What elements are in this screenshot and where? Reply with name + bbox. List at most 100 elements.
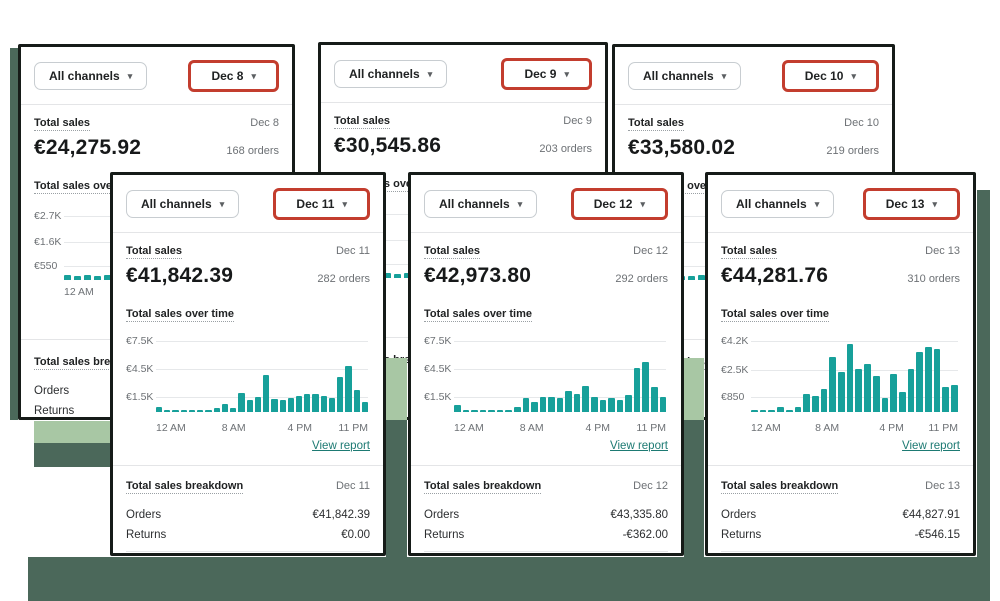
date-button[interactable]: Dec 8 ▾ — [191, 63, 276, 89]
breakdown-row: Orders €41,842.39 — [126, 505, 370, 525]
divider — [615, 104, 892, 105]
divider — [21, 104, 292, 105]
x-axis-label: 12 AM — [64, 286, 94, 298]
view-report-link[interactable]: View report — [902, 440, 960, 452]
chevron-down-icon: ▾ — [814, 198, 820, 209]
x-axis-label: 4 PM — [287, 422, 312, 434]
total-sales-label: Total sales — [424, 245, 481, 259]
bar — [759, 410, 767, 412]
bar — [84, 275, 91, 280]
orders-count: 203 orders — [539, 143, 592, 155]
bar — [925, 347, 932, 412]
all-channels-label: All channels — [349, 67, 420, 81]
date-button[interactable]: Dec 10 ▾ — [784, 63, 876, 89]
all-channels-button[interactable]: All channels ▾ — [34, 62, 148, 90]
chevron-down-icon: ▾ — [342, 198, 347, 209]
date-button-label: Dec 12 — [593, 197, 633, 211]
bar — [768, 410, 776, 412]
bar — [263, 375, 270, 412]
card-header: All channels ▾ Dec 11 ▾ — [126, 188, 370, 220]
x-axis-label: 12 AM — [454, 422, 484, 434]
shadow-bottom-band — [28, 557, 990, 601]
divider — [321, 102, 605, 103]
breakdown-row: Returns -€362.00 — [424, 525, 668, 545]
date-button[interactable]: Dec 9 ▾ — [504, 61, 589, 87]
bar — [933, 348, 941, 412]
bar — [582, 385, 589, 412]
row-value: €44,827.91 — [902, 509, 960, 521]
bar — [650, 386, 658, 412]
bar — [513, 407, 521, 412]
card-header: All channels ▾ Dec 10 ▾ — [628, 60, 879, 92]
date-button-highlight: Dec 12 ▾ — [570, 188, 668, 220]
view-report-link[interactable]: View report — [312, 440, 370, 452]
orders-count: 292 orders — [615, 273, 668, 285]
y-axis-label: €2.7K — [34, 209, 62, 222]
bar — [872, 375, 880, 412]
bar — [205, 410, 212, 412]
divider — [708, 232, 973, 233]
sales-over-time-chart: €7.5K €4.5K €1.5K 12 AM 8 AM 4 PM 11 PM — [424, 330, 668, 434]
date-button-highlight: Dec 11 ▾ — [273, 188, 370, 220]
bar — [312, 394, 319, 412]
bar — [104, 275, 111, 280]
bar — [328, 397, 336, 412]
bar — [846, 343, 854, 412]
all-channels-button[interactable]: All channels ▾ — [721, 190, 835, 218]
date-button-highlight: Dec 8 ▾ — [188, 60, 279, 92]
breakdown-row: Total sales€41,842.39 — [126, 551, 370, 553]
total-sales-label: Total sales — [721, 245, 778, 259]
bar — [505, 410, 512, 412]
total-sales-amount: €30,545.86 — [334, 134, 442, 157]
bar — [164, 410, 171, 412]
bar — [488, 410, 495, 412]
bar — [777, 407, 784, 412]
bar — [271, 399, 278, 412]
bar — [287, 397, 294, 412]
breakdown-row: Total sales€42,973.80 — [424, 551, 668, 553]
date-button-highlight: Dec 9 ▾ — [501, 58, 592, 90]
bar — [531, 401, 538, 412]
shadow-left-strip — [10, 48, 18, 420]
chart-plot: €4.2K €2.5K €850 — [721, 334, 958, 412]
grid-line — [156, 340, 368, 342]
sales-over-time-label: Total sales over time — [721, 308, 830, 322]
bar — [188, 410, 196, 412]
row-value: -€546.15 — [914, 529, 960, 541]
date-button-label: Dec 13 — [885, 197, 925, 211]
total-sales-label: Total sales — [34, 117, 91, 131]
card-header: All channels ▾ Dec 13 ▾ — [721, 188, 960, 220]
breakdown-title: Total sales breakdown — [126, 480, 244, 494]
y-axis-label: €4.2K — [721, 335, 749, 348]
breakdown-rows: Orders €43,335.80 Returns -€362.00 Total sal… — [424, 505, 668, 553]
x-axis-label: 8 AM — [221, 422, 246, 434]
bar — [279, 400, 286, 412]
summary-date: Dec 9 — [563, 115, 592, 127]
date-button-label: Dec 10 — [804, 69, 844, 83]
bar — [156, 407, 163, 412]
bar — [361, 402, 369, 412]
chevron-down-icon: ▾ — [251, 70, 256, 81]
view-report-link[interactable]: View report — [610, 440, 668, 452]
date-button[interactable]: Dec 13 ▾ — [865, 191, 957, 217]
orders-count: 282 orders — [317, 273, 370, 285]
row-label: Returns — [34, 405, 75, 417]
all-channels-button[interactable]: All channels ▾ — [126, 190, 240, 218]
all-channels-button[interactable]: All channels ▾ — [424, 190, 538, 218]
bar — [345, 365, 352, 412]
breakdown-date: Dec 11 — [335, 480, 370, 492]
date-button[interactable]: Dec 11 ▾ — [276, 191, 367, 217]
date-button[interactable]: Dec 12 ▾ — [573, 191, 665, 217]
all-channels-button[interactable]: All channels ▾ — [628, 62, 742, 90]
divider — [708, 465, 973, 466]
chart-xaxis: 12 AM 8 AM 4 PM 11 PM — [454, 420, 666, 434]
divider — [113, 465, 383, 466]
chevron-down-icon: ▾ — [721, 70, 727, 81]
total-sales-label: Total sales — [628, 117, 685, 131]
bar — [180, 410, 187, 412]
chart-bars — [751, 334, 958, 412]
bar — [197, 410, 204, 412]
all-channels-button[interactable]: All channels ▾ — [334, 60, 448, 88]
breakdown-rows: OrdersReturnsTotal sales — [34, 381, 279, 417]
row-label: Returns — [424, 529, 465, 541]
